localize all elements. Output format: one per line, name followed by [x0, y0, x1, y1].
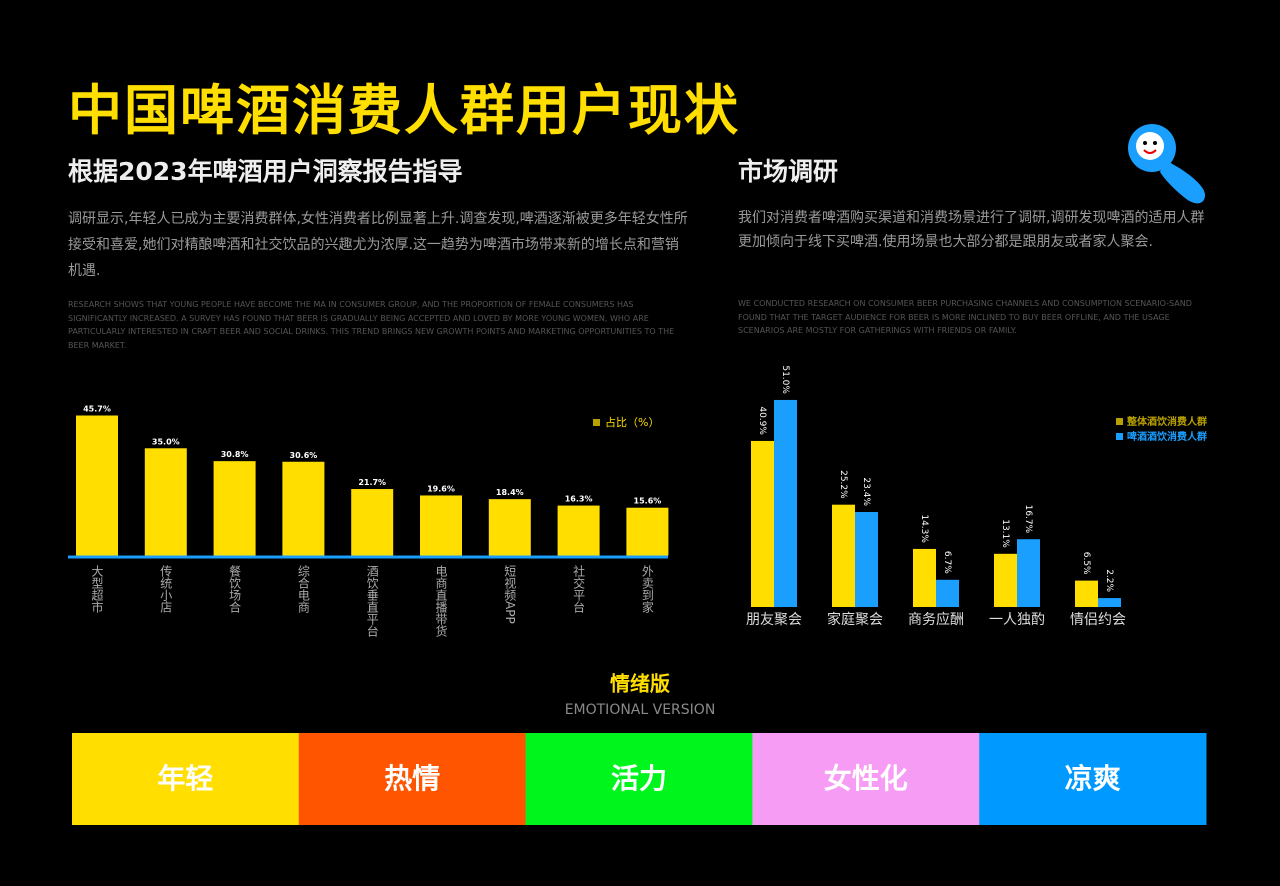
market-english: WE CONDUCTED RESEARCH ON CONSUMER BEER P…: [738, 299, 1192, 335]
bar: [76, 415, 118, 556]
legend-label: 整体酒饮消费人群: [1126, 415, 1207, 428]
value-label: 15.6%: [634, 497, 662, 506]
bar: [774, 399, 797, 607]
mood-block: [979, 733, 1207, 825]
value-label: 25.2%: [838, 470, 848, 499]
mood-block: [752, 733, 980, 825]
category-label: 家庭聚会: [827, 611, 883, 628]
value-label: 6.5%: [1081, 552, 1091, 575]
bar: [913, 548, 936, 607]
bar: [626, 507, 669, 556]
value-label: 30.6%: [290, 451, 318, 460]
value-label: 14.3%: [919, 514, 929, 543]
value-label: 16.3%: [565, 495, 593, 504]
category-label: 短视频APP: [503, 565, 517, 624]
paragraph: 调研显示,年轻人已成为主要消费群体,女性消费者比例显著上升.调查发现,啤酒逐渐被…: [68, 211, 688, 279]
bar: [1075, 580, 1098, 607]
category-label: 大型超市: [90, 565, 104, 613]
english-text: RESEARCH SHOWS THAT YOUNG PEOPLE HAVE BE…: [68, 300, 675, 350]
page-title: 中国啤酒消费人群用户现状: [68, 79, 740, 142]
bar: [351, 489, 394, 556]
bar: [282, 461, 325, 556]
value-label: 51.0%: [780, 365, 790, 394]
mood-block: [298, 733, 527, 825]
market-title: 市场调研: [738, 157, 839, 186]
mood-block: [72, 733, 300, 825]
bar: [144, 448, 187, 556]
bar: [213, 461, 256, 556]
bar: [994, 553, 1017, 607]
bar: [1017, 539, 1040, 607]
value-label: 2.2%: [1104, 569, 1114, 592]
legend-label: 啤酒酒饮消费人群: [1127, 430, 1207, 443]
value-label: 40.9%: [757, 406, 767, 435]
bar: [936, 579, 959, 607]
market-paragraph: 我们对消费者啤酒购买渠道和消费场景进行了调研,调研发现啤酒的适用人群更加倾向于线…: [738, 210, 1205, 250]
mood-block: [525, 733, 753, 825]
category-label: 综合电商: [296, 565, 310, 614]
bar: [557, 505, 600, 556]
bar: [832, 504, 855, 607]
category-label: 商务应酬: [908, 611, 964, 628]
value-label: 23.4%: [861, 477, 871, 506]
mood-label: 凉爽: [1065, 762, 1121, 795]
category-label: 一人独酌: [989, 612, 1045, 628]
category-label: 传统小店: [159, 564, 173, 613]
mood-label: 热情: [384, 762, 440, 795]
legend-swatch: [1116, 433, 1123, 440]
category-label: 情侣约会: [1070, 612, 1126, 628]
value-label: 21.7%: [358, 478, 386, 487]
value-label: 18.4%: [496, 488, 524, 497]
emotional-title: 情绪版: [610, 672, 670, 696]
category-label: 外卖到家: [640, 565, 654, 613]
value-label: 45.7%: [83, 405, 111, 414]
bar: [420, 495, 462, 556]
value-label: 13.1%: [1000, 519, 1010, 548]
category-label: 电商直播带货: [434, 565, 448, 638]
bar: [1098, 598, 1121, 607]
mood-label: 活力: [611, 762, 667, 795]
mood-label: 年轻: [157, 762, 213, 795]
subtitle: 根据2023年啤酒用户洞察报告指导: [68, 157, 463, 186]
value-label: 6.7%: [942, 551, 952, 574]
legend-swatch: [593, 419, 600, 426]
category-label: 朋友聚会: [746, 612, 802, 628]
category-label: 社交平台: [572, 564, 586, 613]
legend-label: 占比（%）: [605, 415, 659, 429]
category-label: 餐饮场合: [228, 564, 242, 613]
legend-swatch: [1116, 418, 1123, 425]
bar: [855, 511, 878, 607]
value-label: 35.0%: [152, 437, 180, 446]
emotional-subtitle: EMOTIONAL VERSION: [565, 702, 716, 718]
bar: [488, 499, 531, 556]
value-label: 16.7%: [1023, 505, 1033, 534]
value-label: 30.8%: [221, 450, 249, 459]
mood-label: 女性化: [824, 762, 908, 795]
mascot: [1128, 124, 1205, 204]
category-label: 酒饮垂直平台: [365, 565, 379, 637]
bar: [751, 440, 774, 607]
value-label: 19.6%: [427, 484, 455, 493]
